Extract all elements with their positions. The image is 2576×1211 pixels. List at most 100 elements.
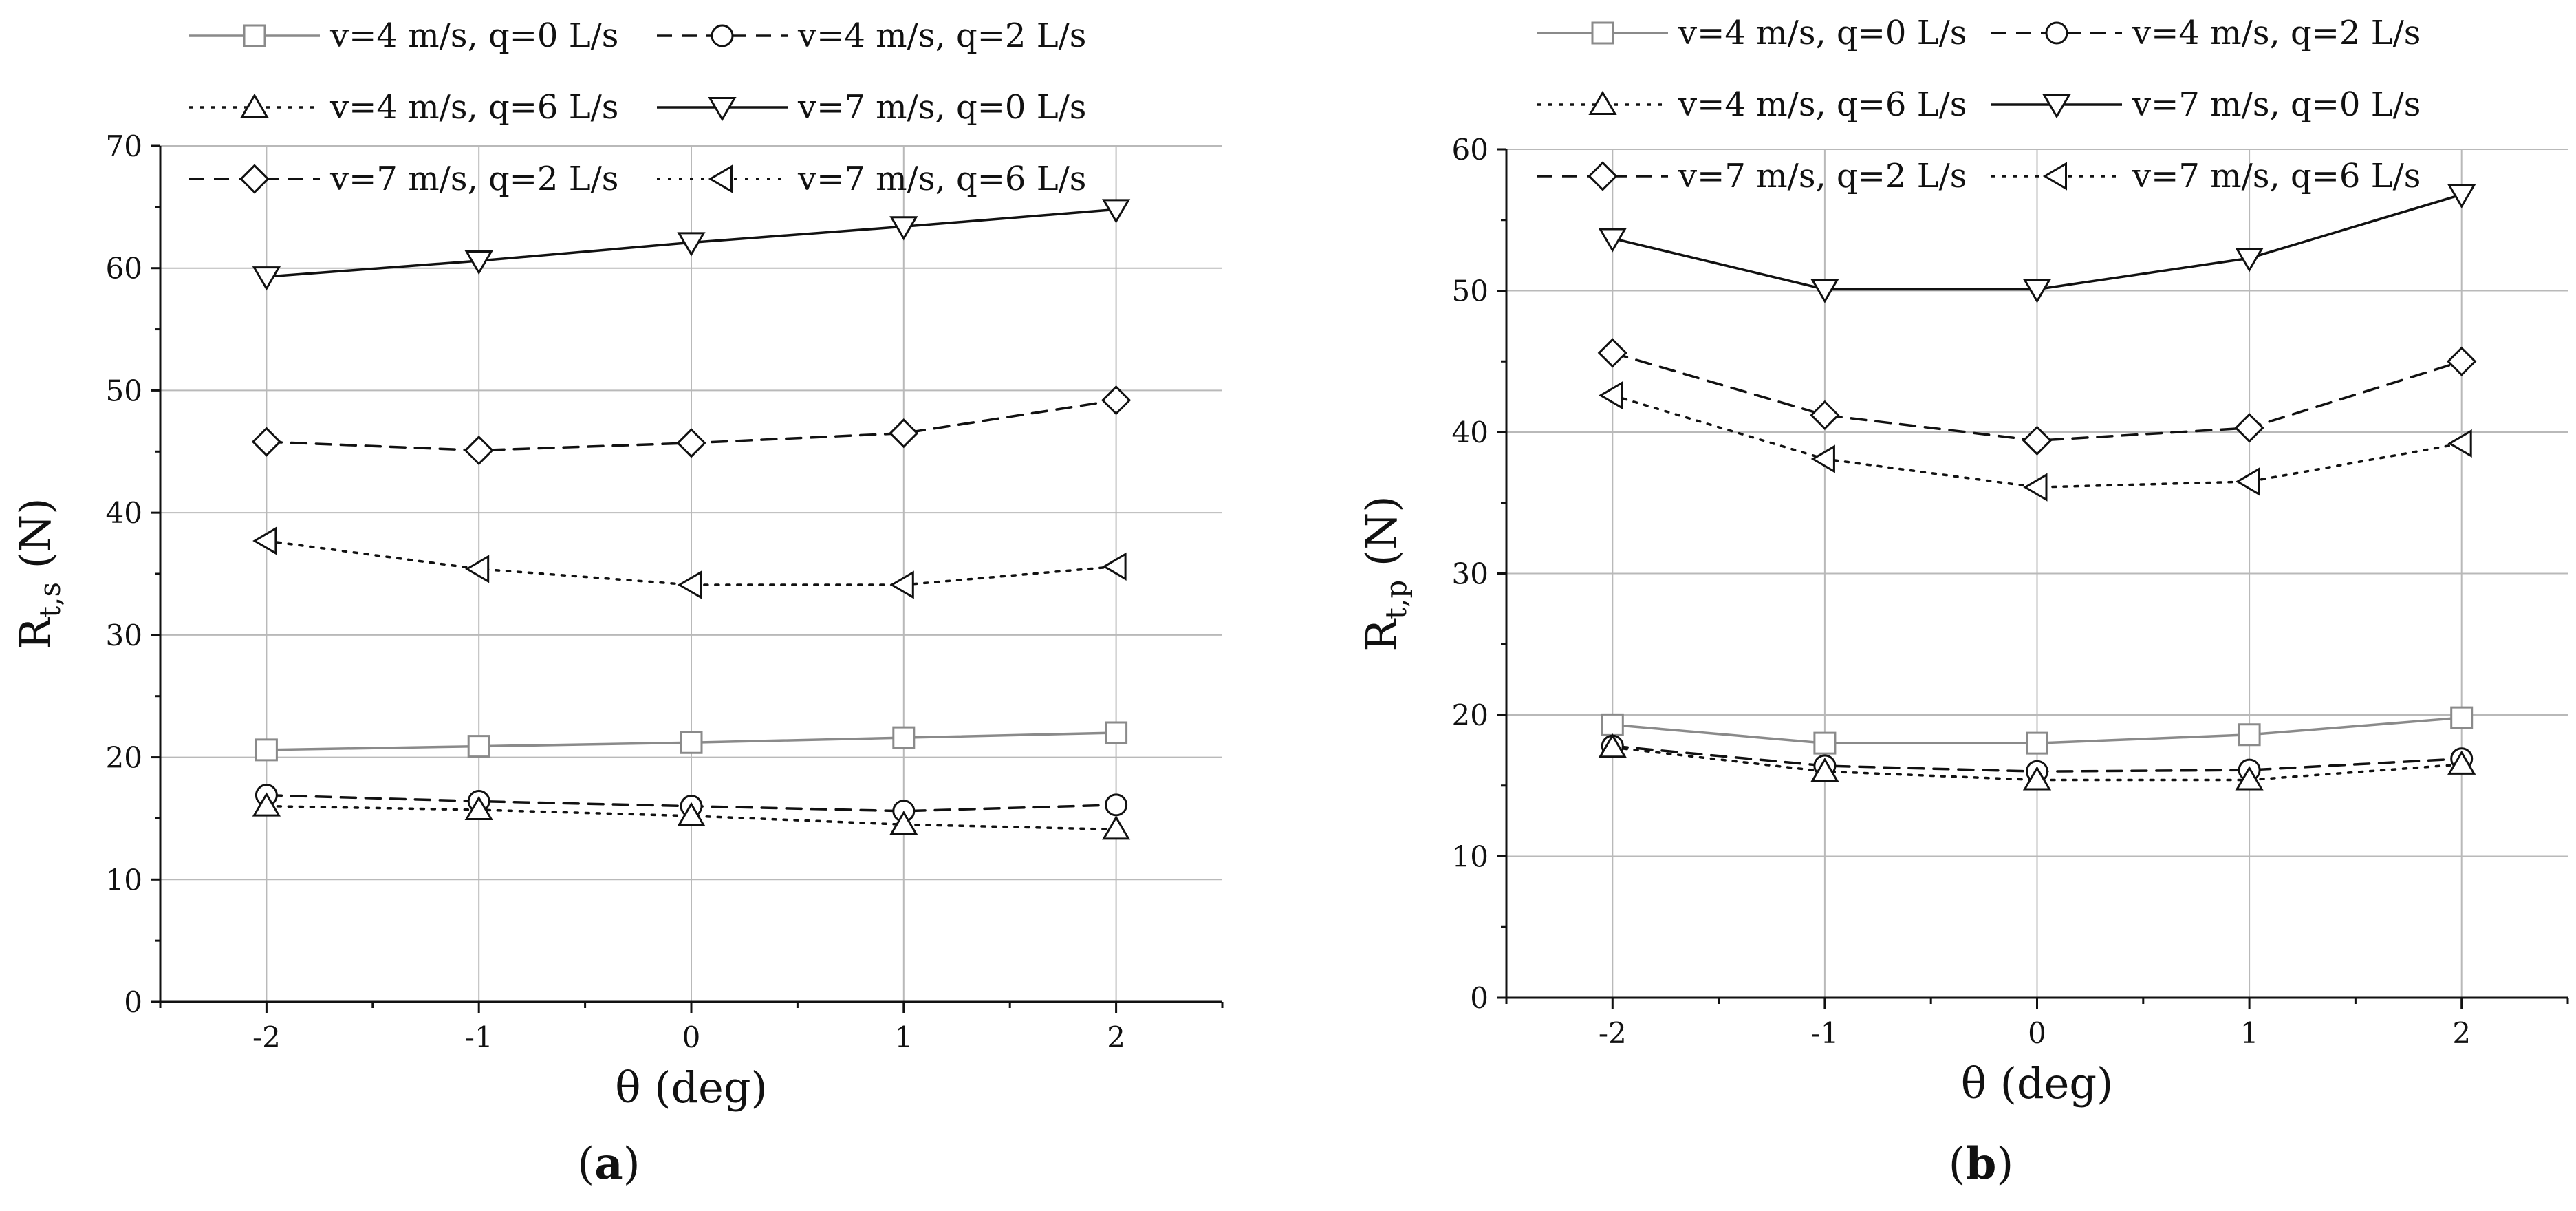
data-point: [464, 250, 493, 275]
data-point: [2447, 429, 2472, 458]
data-point: [889, 418, 919, 449]
gridlines: [160, 145, 1222, 1002]
series-line: [265, 804, 1118, 831]
data-point: [1810, 279, 1839, 303]
data-point: [1810, 757, 1839, 782]
y-axis-title: Rt,s (N): [10, 498, 67, 650]
legend-item: v=4 m/s, q=6 L/s: [189, 88, 618, 127]
legend-label: v=7 m/s, q=0 L/s: [2132, 85, 2421, 124]
data-point: [2022, 766, 2052, 791]
legend-marker: [2042, 94, 2071, 119]
data-point: [1105, 793, 1128, 817]
x-tick-label: -2: [1599, 1016, 1627, 1050]
series-1: [1601, 706, 2474, 755]
y-tick-label: 40: [1452, 416, 1489, 449]
x-tick-label: 1: [2240, 1016, 2259, 1050]
x-tick-label: 1: [894, 1020, 913, 1054]
chart-panel-b: 0 10 20 30 40 50 60 -2 -1 0 1 2 θ (deg) Rt,p (N) v=4 m…: [1356, 14, 2569, 1190]
data-point: [467, 735, 490, 758]
data-point: [1599, 381, 1623, 410]
data-point: [464, 435, 494, 466]
series-1: [255, 721, 1128, 762]
series-5: [1597, 338, 2477, 456]
x-axis-title: θ (deg): [615, 1062, 767, 1113]
legend-marker: [2045, 21, 2068, 45]
y-tick-label: 30: [1452, 557, 1489, 591]
data-point: [1101, 385, 1132, 416]
legend-item: v=7 m/s, q=0 L/s: [1991, 85, 2421, 124]
y-tick-label: 0: [1470, 981, 1489, 1015]
series-line: [1611, 394, 2463, 489]
y-tick-label: 70: [106, 129, 142, 163]
y-tick-label: 10: [1452, 840, 1489, 874]
legend-marker: [243, 24, 266, 47]
legend-item: v=7 m/s, q=0 L/s: [657, 88, 1086, 127]
series-line: [265, 539, 1118, 586]
data-point: [255, 738, 278, 762]
legend-label: v=4 m/s, q=6 L/s: [1678, 85, 1967, 124]
data-point: [1813, 731, 1837, 755]
data-point: [2026, 731, 2048, 755]
legend-item: v=4 m/s, q=2 L/s: [657, 17, 1086, 55]
panel-label: (b): [1949, 1138, 2014, 1190]
y-tick-label: 20: [1452, 698, 1489, 732]
data-point: [252, 792, 281, 817]
data-point: [1598, 733, 1627, 758]
legend-marker: [708, 97, 737, 122]
series-line: [1611, 746, 2463, 782]
x-tick-label: -1: [465, 1020, 493, 1054]
data-point: [2235, 248, 2264, 272]
y-tick-label: 40: [106, 496, 142, 530]
series-3: [252, 792, 1131, 840]
data-point: [892, 726, 916, 749]
legend-label: v=7 m/s, q=2 L/s: [329, 160, 618, 198]
data-point: [251, 427, 282, 457]
legend-label: v=4 m/s, q=0 L/s: [329, 17, 618, 55]
legend-label: v=7 m/s, q=2 L/s: [1678, 157, 1967, 195]
y-tick-label: 30: [106, 619, 142, 652]
data-point: [677, 570, 702, 599]
legend-marker: [1588, 90, 1617, 115]
legend-label: v=4 m/s, q=6 L/s: [329, 88, 618, 127]
data-point: [677, 232, 706, 257]
x-tick-label: 2: [1107, 1020, 1125, 1054]
legend-label: v=4 m/s, q=2 L/s: [2132, 14, 2421, 52]
series-6: [1599, 381, 2472, 502]
data-point: [889, 216, 918, 241]
legend-item: v=4 m/s, q=6 L/s: [1537, 85, 1967, 124]
data-point: [2234, 413, 2264, 443]
legend-marker: [1588, 161, 1618, 191]
x-tick-label: 2: [2452, 1016, 2471, 1050]
legend-label: v=7 m/s, q=6 L/s: [797, 160, 1086, 198]
legend-item: v=4 m/s, q=2 L/s: [1991, 14, 2421, 52]
series-4: [1598, 184, 2476, 303]
legend-marker: [240, 93, 269, 118]
data-point: [2235, 766, 2264, 791]
data-point: [676, 428, 706, 458]
legend: v=4 m/s, q=0 L/s v=4 m/s, q=2 L/s v=4 m/s,…: [1537, 14, 2421, 195]
data-point: [2447, 346, 2477, 376]
x-tick-label: -2: [252, 1020, 281, 1054]
data-point: [1101, 199, 1131, 224]
data-point: [680, 731, 703, 754]
y-tick-label: 10: [106, 863, 142, 897]
y-axis-title: Rt,p (N): [1356, 495, 1413, 651]
data-point: [1598, 228, 1627, 253]
data-point: [1105, 721, 1128, 744]
legend-marker: [2042, 162, 2067, 191]
chart-panel-a: 0 10 20 30 40 50 60 70 -2 -1 0 1 2 θ (deg) Rt,s (N) v=4…: [10, 17, 1224, 1190]
y-tick-label: 60: [1452, 133, 1489, 167]
data-point: [1601, 713, 1624, 736]
y-tick-label: 60: [106, 252, 142, 286]
legend-item: v=4 m/s, q=0 L/s: [189, 17, 618, 55]
data-point: [464, 555, 490, 583]
data-point: [2447, 184, 2476, 208]
x-tick-label: 0: [2028, 1016, 2046, 1050]
legend-item: v=7 m/s, q=2 L/s: [189, 160, 618, 198]
data-point: [889, 570, 914, 599]
data-point: [2235, 467, 2260, 496]
y-tick-label: 0: [124, 985, 142, 1019]
series-3: [1598, 733, 2476, 791]
legend-item: v=7 m/s, q=6 L/s: [657, 160, 1086, 198]
series-5: [251, 385, 1132, 466]
